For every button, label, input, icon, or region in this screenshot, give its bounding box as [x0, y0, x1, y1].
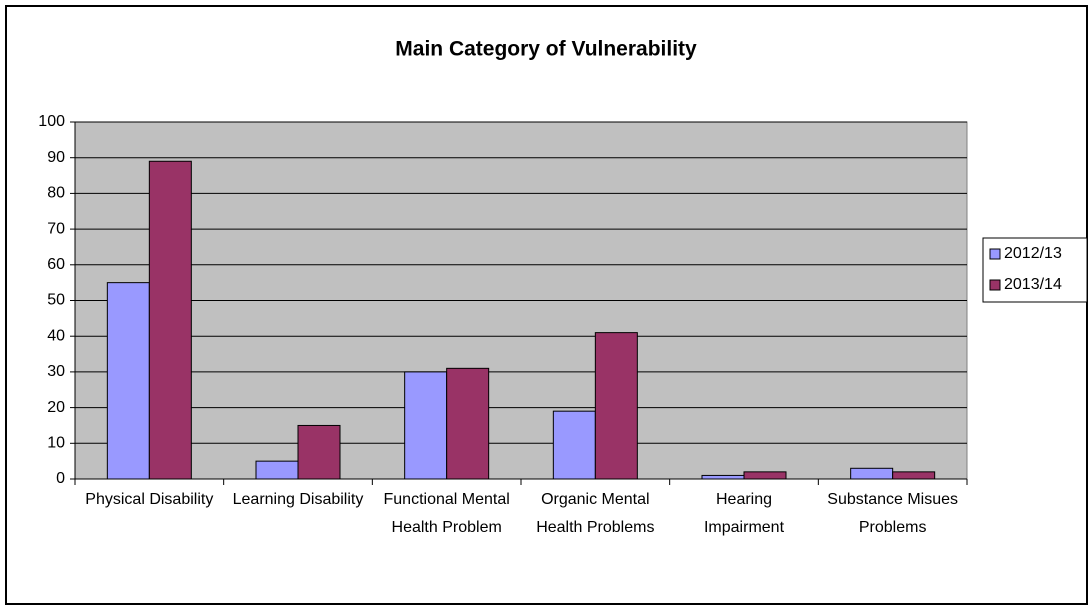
- y-tick-label: 20: [47, 399, 65, 416]
- bar: [404, 371, 448, 480]
- bar: [255, 460, 299, 480]
- bar: [743, 471, 787, 480]
- bar: [148, 160, 192, 480]
- bar: [594, 332, 638, 480]
- x-tick-label: Functional Mental Health Problem: [383, 491, 510, 536]
- x-tick-label: Organic Mental Health Problems: [536, 491, 655, 536]
- y-tick-label: 50: [47, 292, 65, 309]
- x-tick-label: Learning Disability: [232, 491, 364, 508]
- bar: [297, 424, 341, 480]
- bar: [892, 471, 936, 480]
- x-tick-label: Physical Disability: [85, 491, 214, 508]
- bar: [701, 474, 745, 480]
- y-tick-label: 0: [56, 470, 65, 487]
- x-tick-label: Substance Misues Problems: [827, 491, 959, 536]
- y-tick-label: 10: [47, 435, 65, 452]
- y-tick-label: 60: [47, 256, 65, 273]
- y-tick-label: 70: [47, 220, 65, 237]
- bar: [850, 467, 894, 480]
- legend-swatch: [989, 248, 1001, 260]
- y-tick-label: 100: [38, 113, 65, 130]
- bar: [446, 367, 490, 480]
- y-tick-label: 40: [47, 327, 65, 344]
- bar: [106, 282, 150, 480]
- chart-title: Main Category of Vulnerability: [395, 38, 697, 61]
- legend-swatch: [989, 279, 1001, 291]
- x-tick-label: Hearing Impairment: [703, 491, 785, 536]
- bar: [552, 410, 596, 480]
- y-tick-label: 30: [47, 363, 65, 380]
- y-tick-label: 90: [47, 149, 65, 166]
- legend-label: 2013/14: [1004, 276, 1062, 293]
- legend-label: 2012/13: [1004, 245, 1062, 262]
- y-tick-label: 80: [47, 185, 65, 202]
